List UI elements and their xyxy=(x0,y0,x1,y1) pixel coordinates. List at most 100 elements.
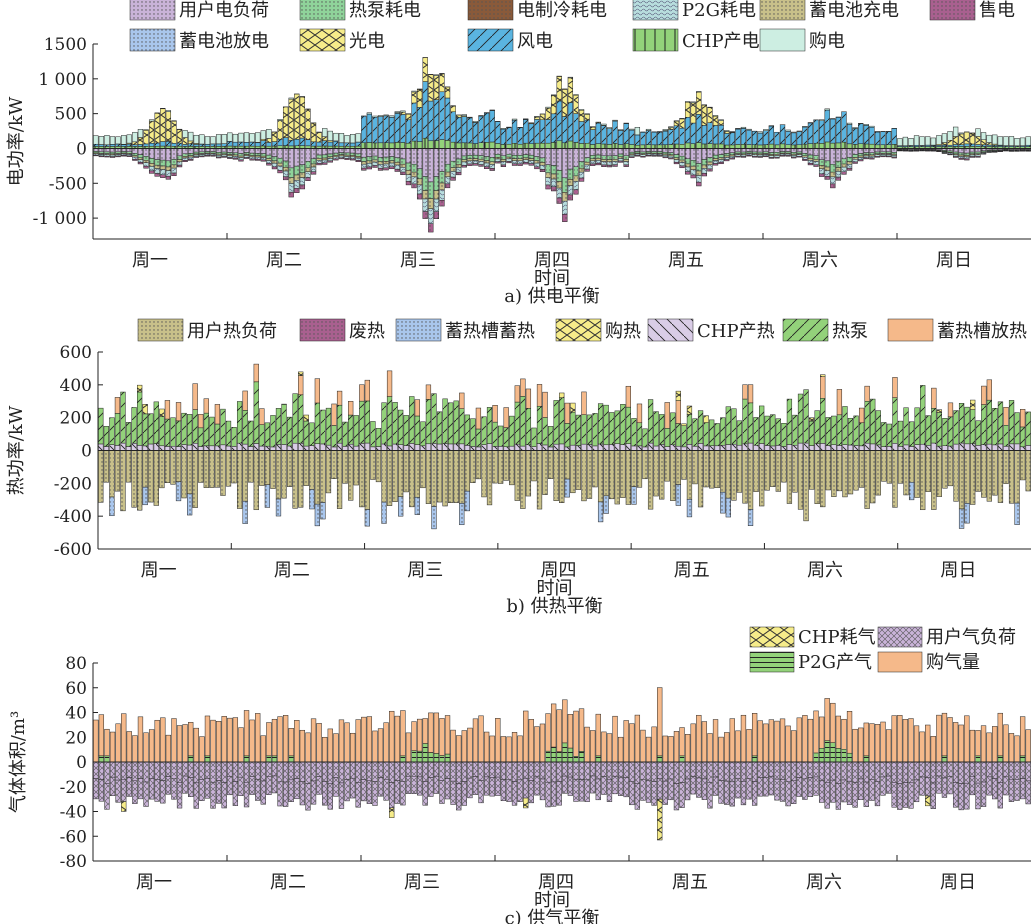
bar-segment-pattern xyxy=(461,148,467,156)
bar-segment-pattern xyxy=(276,450,281,500)
bar-segment-pattern xyxy=(370,421,376,447)
bar-segment-pattern xyxy=(830,742,836,762)
bar-segment-pattern xyxy=(149,143,155,147)
bar-segment-pattern xyxy=(265,450,270,485)
bar-segment xyxy=(818,119,825,121)
bar-segment-pattern xyxy=(841,762,847,780)
bar-segment-pattern xyxy=(378,164,383,169)
bar-segment-pattern xyxy=(322,140,328,146)
bar-segment-pattern xyxy=(618,130,624,145)
bar-segment-pattern xyxy=(590,144,596,149)
bar-segment-pattern xyxy=(272,156,277,161)
bar-segment xyxy=(389,115,395,118)
bar-segment-pattern xyxy=(703,415,709,423)
bar-segment-pattern xyxy=(428,752,434,762)
bar-segment-pattern xyxy=(281,450,287,499)
bar-segment-pattern xyxy=(1014,503,1020,525)
bar-segment-pattern xyxy=(573,189,579,195)
bar-segment-pattern xyxy=(495,154,501,158)
bar-segment-pattern xyxy=(640,151,646,154)
bar-segment xyxy=(214,404,221,425)
bar-segment xyxy=(584,113,590,115)
bar-segment-pattern xyxy=(581,414,587,445)
bar-segment-pattern xyxy=(249,153,255,156)
bar-segment-pattern xyxy=(703,445,709,451)
bar-segment-pattern xyxy=(322,136,328,141)
bar-segment-pattern xyxy=(517,163,523,166)
bar-segment-pattern xyxy=(339,155,344,158)
bar-segment-pattern xyxy=(573,166,579,176)
bar-segment-pattern xyxy=(244,782,249,807)
bar-segment-pattern xyxy=(748,509,753,526)
bar-segment-pattern xyxy=(891,762,897,783)
bar-segment-pattern xyxy=(796,151,802,154)
bar-segment-pattern xyxy=(121,762,127,780)
bar-segment-pattern xyxy=(489,141,495,149)
bar-segment-pattern xyxy=(925,145,931,147)
bar-segment-pattern xyxy=(526,408,531,445)
bar-segment-pattern xyxy=(1009,149,1014,151)
bar-segment-pattern xyxy=(244,152,249,155)
bar-segment-pattern xyxy=(969,143,975,147)
bar-segment-pattern xyxy=(276,408,281,445)
bar-segment-pattern xyxy=(249,776,255,795)
bar-segment-pattern xyxy=(366,166,372,170)
bar-segment-pattern xyxy=(820,398,826,444)
bar-segment-pattern xyxy=(735,762,741,779)
bar-segment-pattern xyxy=(707,164,713,169)
bar-segment-pattern xyxy=(381,402,387,444)
bar-segment xyxy=(1014,138,1020,147)
bar-segment-pattern xyxy=(138,778,143,799)
bar-segment-pattern xyxy=(492,450,498,484)
bar-segment-pattern xyxy=(517,762,523,780)
bar-segment-pattern xyxy=(242,450,248,502)
bar-segment-pattern xyxy=(400,172,406,175)
bar-segment-pattern xyxy=(809,417,815,422)
bar-segment xyxy=(260,735,266,763)
bar-segment-pattern xyxy=(277,148,283,159)
bar-segment-pattern xyxy=(98,779,104,802)
bar-segment-pattern xyxy=(131,407,137,444)
bar-segment-pattern xyxy=(713,148,718,156)
bar-segment-pattern xyxy=(137,391,143,446)
bar-segment-pattern xyxy=(595,160,601,164)
bar-segment-pattern xyxy=(545,164,551,173)
bar-segment-pattern xyxy=(640,148,646,152)
y-tick-label: -200 xyxy=(54,474,92,494)
bar-segment xyxy=(137,716,144,763)
bar-segment-pattern xyxy=(819,120,825,144)
bar-segment xyxy=(450,105,456,107)
bar-segment-pattern xyxy=(551,173,557,180)
bar-segment-pattern xyxy=(294,94,300,140)
bar-segment-pattern xyxy=(947,154,953,155)
bar-segment-pattern xyxy=(724,153,730,156)
bar-segment-pattern xyxy=(126,144,132,147)
bar-segment-pattern xyxy=(830,143,836,149)
bar-segment-pattern xyxy=(160,165,166,170)
bar-segment-pattern xyxy=(975,153,981,155)
bar-segment-pattern xyxy=(227,152,233,155)
bar-segment xyxy=(175,402,182,422)
bar-segment-pattern xyxy=(553,450,559,501)
bar-segment-pattern xyxy=(333,148,339,154)
bar-segment-pattern xyxy=(864,401,870,444)
bar-segment-pattern xyxy=(720,417,726,446)
bar-segment-pattern xyxy=(249,142,255,147)
bar-segment-pattern xyxy=(288,99,294,141)
bar-segment-pattern xyxy=(149,148,155,159)
bar-segment xyxy=(908,718,914,763)
bar-segment-pattern xyxy=(746,153,752,154)
bar-segment-pattern xyxy=(339,157,344,159)
bar-segment-pattern xyxy=(366,762,372,781)
bar-segment-pattern xyxy=(314,504,320,526)
bar-segment-pattern xyxy=(803,450,809,521)
legend-label: 蓄电池充电 xyxy=(809,0,899,21)
bar-segment-pattern xyxy=(232,154,238,157)
bar-segment-pattern xyxy=(859,445,864,451)
bar-segment-pattern xyxy=(361,157,367,162)
bar-segment-pattern xyxy=(707,168,713,172)
bar-segment-pattern xyxy=(445,148,450,165)
bar-segment-pattern xyxy=(947,140,953,146)
bar-segment-pattern xyxy=(467,117,473,143)
